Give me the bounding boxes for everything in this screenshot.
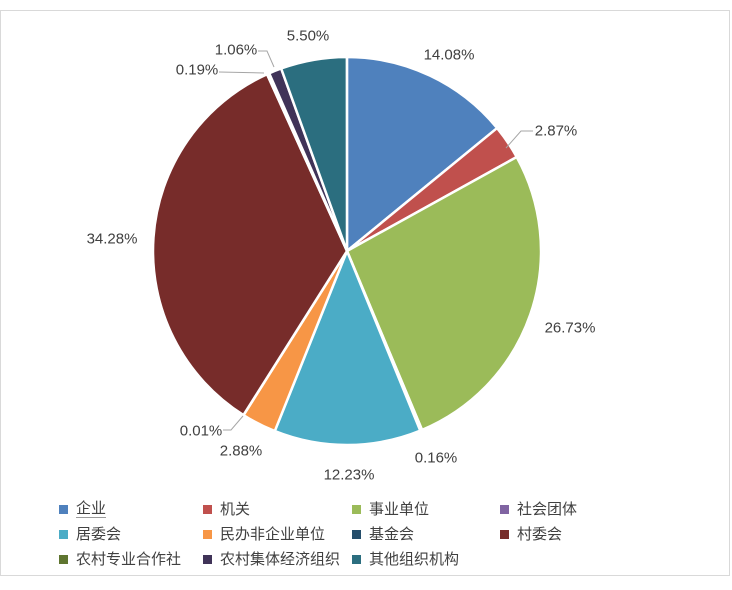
pie-slice-村委会[interactable] (151, 72, 349, 417)
slice-label-企业: 14.08% (423, 46, 475, 64)
legend-swatch-icon (59, 554, 68, 564)
legend-label: 农村集体经济组织 (220, 550, 341, 568)
slice-label-事业单位: 26.73% (544, 319, 596, 337)
leader-line-机关 (505, 130, 533, 149)
slice-label-社会团体: 0.16% (414, 449, 458, 467)
legend-label: 农村专业合作社 (76, 550, 182, 568)
slice-label-农村集体经济组织: 1.06% (214, 41, 258, 59)
legend-swatch-icon (352, 554, 361, 564)
legend-swatch-icon (203, 529, 212, 539)
slice-label-村委会: 34.28% (86, 230, 138, 248)
legend-label: 机关 (220, 500, 251, 518)
legend-label: 事业单位 (369, 500, 430, 518)
legend-item-村委会[interactable]: 村委会 (500, 525, 562, 543)
legend-item-基金会[interactable]: 基金会 (352, 525, 414, 543)
slice-label-机关: 2.87% (534, 122, 578, 140)
leader-line-基金会 (223, 415, 244, 431)
legend-swatch-icon (203, 554, 212, 564)
legend-item-居委会[interactable]: 居委会 (59, 525, 121, 543)
slice-label-基金会: 0.01% (179, 422, 223, 440)
legend-item-其他组织机构[interactable]: 其他组织机构 (352, 550, 459, 568)
pie-slice-企业[interactable] (345, 55, 499, 253)
legend-label: 村委会 (517, 525, 563, 543)
pie-slice-居委会[interactable] (273, 249, 422, 447)
legend-item-机关[interactable]: 机关 (203, 500, 250, 518)
legend-item-农村集体经济组织[interactable]: 农村集体经济组织 (203, 550, 340, 568)
legend-item-民办非企业单位[interactable]: 民办非企业单位 (203, 525, 325, 543)
pie-slice-其他组织机构[interactable] (279, 55, 349, 253)
leader-line-农村专业合作社 (218, 71, 265, 74)
legend-swatch-icon (59, 504, 68, 514)
leader-line-农村集体经济组织 (258, 50, 275, 68)
legend-item-社会团体[interactable]: 社会团体 (500, 500, 577, 518)
slice-label-民办非企业单位: 2.88% (219, 442, 263, 460)
legend-swatch-icon (352, 529, 361, 539)
slice-label-居委会: 12.23% (323, 466, 375, 484)
slice-label-农村专业合作社: 0.19% (175, 61, 219, 79)
legend-item-农村专业合作社[interactable]: 农村专业合作社 (59, 550, 181, 568)
legend-item-企业[interactable]: 企业 (59, 499, 107, 518)
legend-swatch-icon (59, 529, 68, 539)
legend-swatch-icon (203, 504, 212, 514)
legend-label: 其他组织机构 (369, 550, 460, 568)
legend-label: 社会团体 (517, 500, 578, 518)
legend-label: 居委会 (76, 525, 122, 543)
pie-slice-事业单位[interactable] (345, 155, 543, 432)
legend-label: 企业 (76, 499, 107, 518)
legend-swatch-icon (352, 504, 361, 514)
legend-swatch-icon (500, 504, 509, 514)
legend-item-事业单位[interactable]: 事业单位 (352, 500, 429, 518)
slice-label-其他组织机构: 5.50% (286, 27, 330, 45)
legend-label: 基金会 (369, 525, 415, 543)
legend-label: 民办非企业单位 (220, 525, 326, 543)
legend-swatch-icon (500, 529, 509, 539)
